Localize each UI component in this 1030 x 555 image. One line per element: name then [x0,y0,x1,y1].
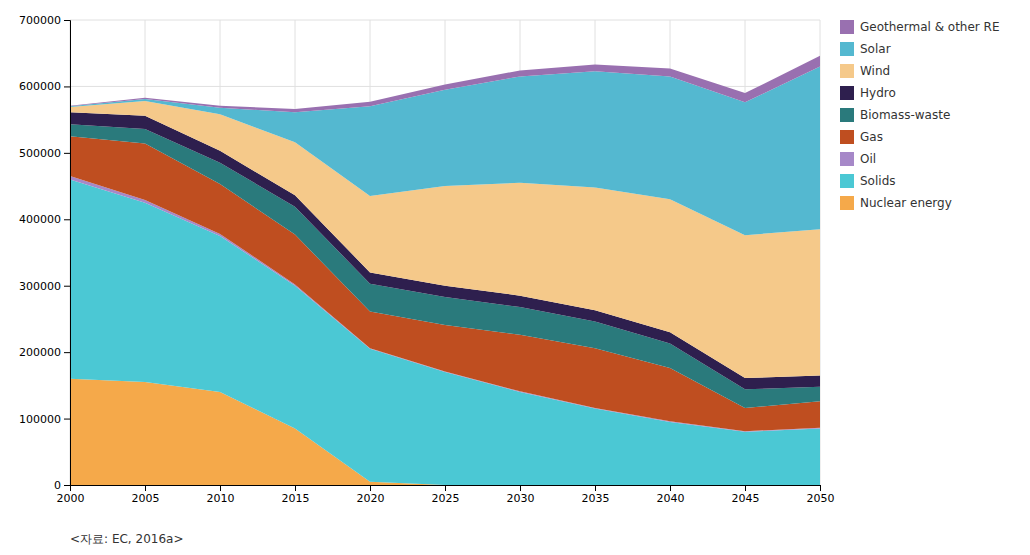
legend-label: Geothermal & other RE [860,20,1000,34]
y-tick: 100000 [19,413,70,426]
x-tick: 2030 [507,485,535,505]
x-tick-label: 2015 [282,492,310,505]
legend: Geothermal & other RE Solar Wind Hydro Bioma… [840,20,1000,210]
legend-swatch [840,20,854,34]
x-tick-mark [145,485,146,491]
x-tick-mark [295,485,296,491]
x-tick-mark [220,485,221,491]
x-tick-label: 2000 [57,492,85,505]
x-tick-mark [595,485,596,491]
x-tick-mark [820,485,821,491]
x-tick: 2015 [282,485,310,505]
y-tick: 300000 [19,280,70,293]
x-tick: 2005 [132,485,160,505]
legend-swatch [840,130,854,144]
x-tick: 2045 [732,485,760,505]
y-tick-label: 500000 [19,147,61,160]
y-tick-mark [64,352,70,353]
y-tick-label: 200000 [19,346,61,359]
y-axis: 0 100000 200000 300000 400000 500000 600000 700… [19,14,71,492]
y-tick: 500000 [19,147,70,160]
y-tick: 0 [54,479,70,492]
y-tick-label: 700000 [19,14,61,27]
x-tick-label: 2035 [582,492,610,505]
legend-label: Oil [860,152,876,166]
x-tick-label: 2030 [507,492,535,505]
y-tick-label: 400000 [19,213,61,226]
legend-swatch [840,64,854,78]
y-tick-label: 100000 [19,413,61,426]
x-tick-label: 2050 [807,492,835,505]
legend-label: Nuclear energy [860,196,952,210]
x-tick-mark [670,485,671,491]
legend-swatch [840,86,854,100]
caption: <자료: EC, 2016a> [70,532,183,546]
y-axis-line [64,21,71,486]
y-tick-mark [64,20,70,21]
y-tick: 400000 [19,213,70,226]
y-tick-mark [64,86,70,87]
x-tick-label: 2005 [132,492,160,505]
x-tick: 2025 [432,485,460,505]
y-tick: 600000 [19,80,70,93]
areas [70,56,820,485]
y-tick-mark [64,485,70,486]
y-tick: 700000 [19,14,70,27]
x-tick: 2050 [807,485,835,505]
legend-label: Wind [860,64,890,78]
y-tick-mark [64,419,70,420]
x-tick-mark [520,485,521,491]
legend-label: Solids [860,174,896,188]
legend-label: Solar [860,42,891,56]
legend-item: Gas [840,130,883,144]
legend-item: Biomass-waste [840,108,950,122]
legend-swatch [840,108,854,122]
x-tick: 2020 [357,485,385,505]
x-tick-mark [445,485,446,491]
area [70,56,820,112]
y-tick-label: 0 [54,479,61,492]
legend-item: Solar [840,42,891,56]
legend-item: Hydro [840,86,896,100]
legend-swatch [840,174,854,188]
x-tick-label: 2025 [432,492,460,505]
x-tick-mark [745,485,746,491]
x-tick-mark [370,485,371,491]
x-tick-label: 2040 [657,492,685,505]
legend-item: Geothermal & other RE [840,20,1000,34]
x-tick: 2040 [657,485,685,505]
y-tick-mark [64,219,70,220]
legend-swatch [840,42,854,56]
legend-swatch [840,152,854,166]
y-tick-label: 300000 [19,280,61,293]
x-tick: 2010 [207,485,235,505]
x-axis: 2000 2005 2010 2015 2020 2025 2030 2035 2040 2045… [57,485,835,505]
legend-label: Gas [860,130,883,144]
area [70,67,820,236]
x-axis-line [71,486,821,492]
y-tick-mark [64,153,70,154]
legend-item: Solids [840,174,896,188]
legend-item: Wind [840,64,890,78]
legend-item: Nuclear energy [840,196,952,210]
x-tick-label: 2020 [357,492,385,505]
chart: 2000 2005 2010 2015 2020 2025 2030 2035 2040 2045… [0,0,1030,555]
y-tick: 200000 [19,346,70,359]
x-tick-label: 2010 [207,492,235,505]
plot: 2000 2005 2010 2015 2020 2025 2030 2035 2040 2045… [19,14,835,505]
y-tick-mark [64,286,70,287]
x-tick: 2035 [582,485,610,505]
legend-label: Biomass-waste [860,108,950,122]
legend-item: Oil [840,152,876,166]
legend-label: Hydro [860,86,896,100]
legend-swatch [840,196,854,210]
x-tick-label: 2045 [732,492,760,505]
grid [70,20,820,485]
y-tick-label: 600000 [19,80,61,93]
